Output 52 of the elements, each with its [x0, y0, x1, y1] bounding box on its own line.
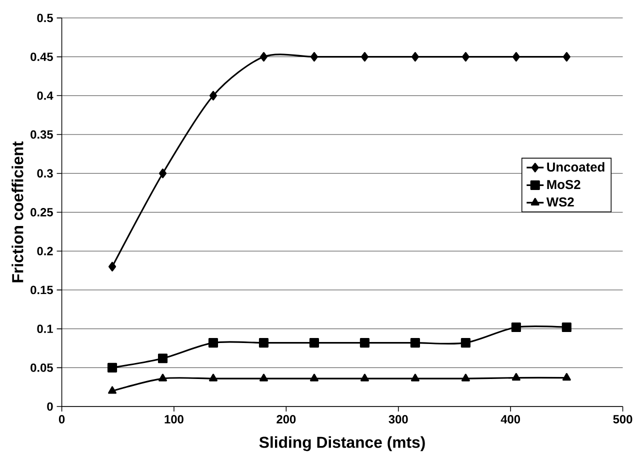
y-tick-label: 0.35	[30, 130, 53, 139]
y-tick-label: 0.2	[37, 246, 53, 256]
point	[462, 52, 470, 62]
point	[360, 52, 368, 62]
point	[158, 168, 167, 178]
y-tick-label: 0.25	[30, 208, 53, 216]
y-tick-label: 0	[47, 402, 53, 411]
point	[209, 90, 218, 100]
point	[108, 386, 117, 394]
x-tick-label: 300	[388, 414, 408, 424]
x-tick-label: 0	[58, 414, 65, 424]
legend-label: WS2	[546, 197, 574, 206]
point	[461, 374, 470, 382]
point	[360, 374, 369, 382]
legend-label: MoS2	[547, 180, 580, 189]
point	[310, 52, 318, 62]
point	[258, 338, 269, 348]
point	[108, 262, 116, 272]
y-tick-label: 0.15	[30, 286, 53, 294]
x-tick-label: 400	[500, 414, 520, 424]
point	[562, 372, 571, 380]
y-tick-label: 0.3	[37, 168, 53, 178]
point	[460, 338, 470, 348]
x-tick-label: 200	[276, 414, 296, 424]
point	[562, 322, 572, 332]
y-tick-label: 0.05	[30, 363, 53, 372]
point	[208, 374, 218, 382]
point	[158, 353, 168, 363]
y-tick-label: 0.5	[37, 14, 53, 22]
x-axis-title: Sliding Distance (mts)	[259, 436, 425, 451]
point	[410, 338, 420, 348]
point	[511, 322, 521, 332]
legend-label: Uncoated	[547, 162, 604, 172]
point	[260, 52, 268, 62]
point	[411, 52, 419, 62]
point	[309, 338, 320, 348]
point	[562, 52, 570, 62]
point	[158, 374, 168, 382]
point	[107, 362, 118, 372]
x-tick-label: 100	[164, 414, 184, 424]
point	[259, 374, 268, 382]
y-axis-title: Friction coefficient	[12, 141, 24, 282]
point	[310, 374, 318, 382]
y-tick-label: 0.45	[30, 52, 53, 61]
y-tick-label: 0.1	[37, 324, 53, 333]
point	[512, 52, 520, 62]
point	[360, 338, 370, 348]
point	[410, 374, 420, 382]
point	[208, 338, 218, 348]
point	[512, 372, 520, 380]
y-tick-label: 0.4	[37, 91, 54, 100]
x-tick-label: 500	[613, 414, 632, 424]
